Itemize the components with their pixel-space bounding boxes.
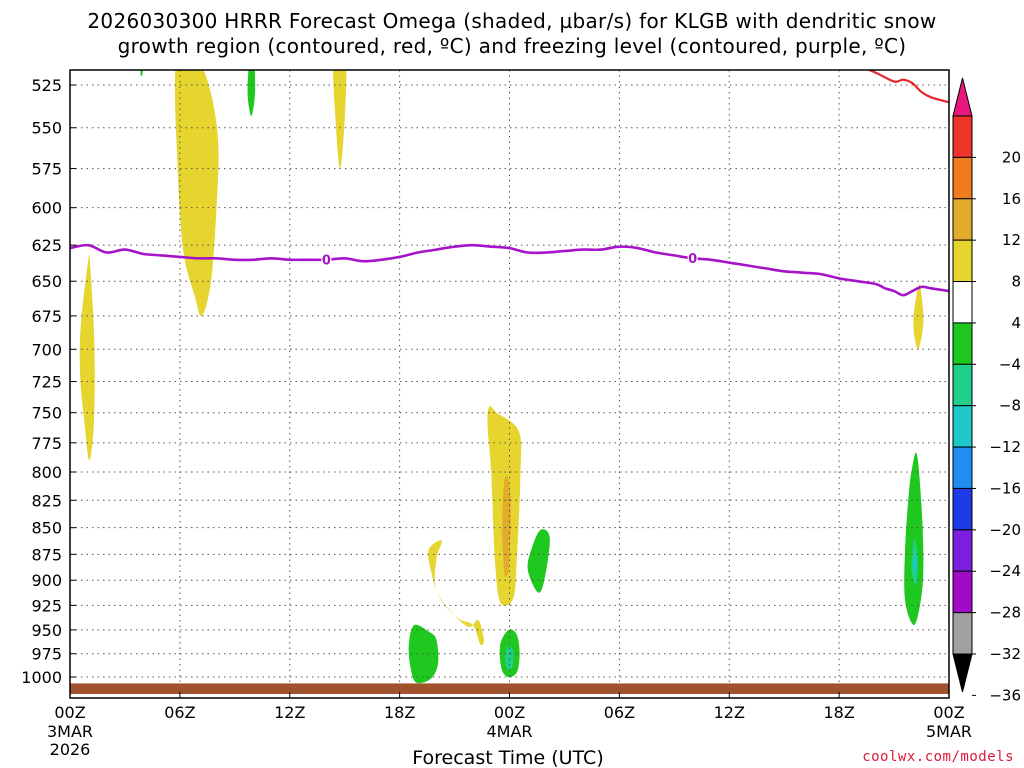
x-tick-date-label: 3MAR [47,722,93,741]
colorbar-swatch [952,405,973,448]
y-tick-label: 750 [31,404,62,423]
omega-region-5 [428,540,484,646]
y-tick-label: 775 [31,434,62,453]
omega-region-9 [527,529,550,593]
y-tick-label: 525 [31,76,62,95]
omega-region-10 [408,624,439,684]
colorbar-label: 4 [1011,314,1021,332]
dendritic-growth-contour [866,70,949,104]
chart-title-line-1: 2026030300 HRRR Forecast Omega (shaded, … [87,9,937,33]
y-tick-label: 850 [31,519,62,538]
y-tick-label: 1000 [21,668,62,687]
colorbar-swatch [952,156,973,200]
omega-region-8 [247,70,256,116]
colorbar-swatch [952,322,973,365]
colorbar-label: −16 [989,479,1021,497]
colorbar-label: −8 [999,397,1021,415]
colorbar-swatch [952,281,973,324]
colorbar-swatch [952,570,973,614]
x-tick-label: 18Z [384,703,415,722]
x-tick-label: 00Z [494,703,525,722]
x-tick-label: 18Z [823,703,854,722]
surface-terrain [70,683,949,694]
colorbar-label: −20 [989,521,1021,539]
y-tick-label: 900 [31,571,62,590]
colorbar-swatch [952,529,973,572]
colorbar-swatch [952,198,973,241]
x-axis-label: Forecast Time (UTC) [412,747,603,768]
x-tick-year-label: 2026 [50,740,91,759]
x-tick-date-label: 5MAR [926,722,972,741]
colorbar-label: −4 [999,355,1021,373]
omega-region-0 [174,70,219,317]
colorbar-label: −28 [989,604,1021,622]
omega-region-15 [912,556,916,572]
freezing-level-label-bg [687,250,698,265]
y-tick-label: 550 [31,119,62,138]
y-tick-label: 825 [31,491,62,510]
x-tick-label: 06Z [604,703,635,722]
y-tick-label: 600 [31,199,62,218]
colorbar-label: 12 [1002,231,1021,249]
colorbar-bottom-arrow [952,653,973,693]
omega-region-13 [904,452,924,626]
y-tick-label: 925 [31,596,62,615]
y-tick-label: 950 [31,621,62,640]
y-tick-label: 650 [31,272,62,291]
colorbar-label: −24 [989,562,1021,580]
x-tick-date-label: 4MAR [486,722,532,741]
colorbar-label: −36 [989,686,1021,704]
omega-region-3 [913,283,924,350]
x-tick-label: 12Z [714,703,745,722]
colorbar-label: −12 [989,438,1021,456]
chart-title-line-2: growth region (contoured, red, ºC) and f… [117,34,907,58]
x-tick-label: 12Z [274,703,305,722]
freezing-level-label: 0 [322,253,331,268]
y-tick-label: 575 [31,160,62,179]
colorbar-swatch [952,115,973,158]
colorbar-label: −32 [989,645,1021,663]
x-tick-label: 00Z [933,703,964,722]
colorbar-label: 20 [1002,148,1021,166]
freezing-level-label: 0 [688,252,697,267]
omega-region-7 [140,70,143,76]
y-tick-label: 675 [31,307,62,326]
omega-shading-layer [79,70,924,684]
y-tick-label: 975 [31,645,62,664]
colorbar-swatch [952,612,973,655]
x-tick-label: 00Z [54,703,85,722]
omega-region-12 [504,646,514,670]
y-tick-label: 625 [31,236,62,255]
x-tick-label: 06Z [164,703,195,722]
omega-region-6 [502,476,511,577]
colorbar: 20 16 12 8 4 −4 −8 −12 −16 −20 −24 −28 −32 −36 [952,77,1021,704]
grid-layer [70,70,949,698]
freezing-level-label-bg [321,251,332,266]
colorbar-label: 8 [1011,273,1021,291]
omega-region-2 [79,244,95,461]
colorbar-top-arrow [952,77,973,117]
axes-layer: 525 550 575 600 625 650 675 700 725 750 775 800 825 8… [21,76,972,759]
colorbar-swatch [952,239,973,283]
colorbar-label: 16 [1002,190,1021,208]
omega-region-1 [333,70,347,169]
y-tick-label: 875 [31,545,62,564]
freezing-level-line [70,243,949,297]
y-tick-label: 700 [31,340,62,359]
colorbar-swatch [952,363,973,407]
credit-text[interactable]: coolwx.com/models [862,749,1014,765]
y-tick-label: 800 [31,463,62,482]
y-tick-label: 725 [31,373,62,392]
colorbar-swatch [952,446,973,489]
colorbar-swatch [952,487,973,531]
dendritic-growth-contour [180,64,272,68]
